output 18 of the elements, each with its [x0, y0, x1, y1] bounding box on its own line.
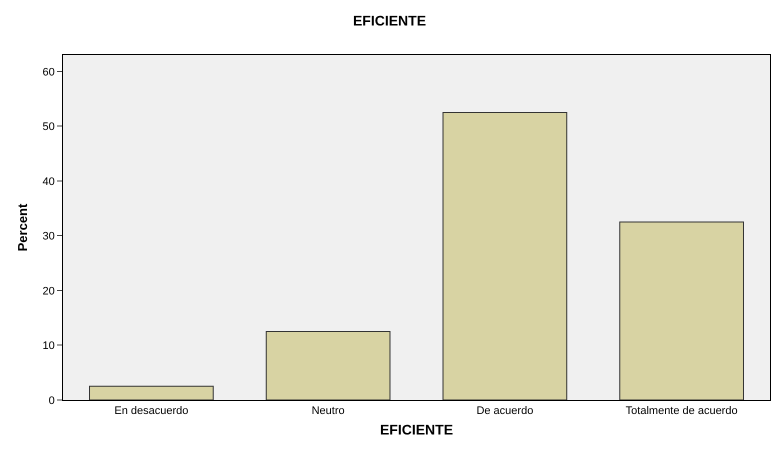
- x-tick-label: En desacuerdo: [114, 405, 188, 418]
- bar: [619, 222, 744, 400]
- x-tick-label: Neutro: [312, 405, 345, 418]
- y-tick-label: 20: [42, 285, 55, 298]
- y-tick-label: 40: [42, 176, 55, 188]
- y-tick-label: 60: [42, 66, 55, 78]
- y-axis-title: Percent: [15, 202, 30, 252]
- chart-title: EFICIENTE: [352, 12, 426, 29]
- bar: [266, 331, 390, 400]
- bar: [89, 386, 214, 400]
- y-tick-label: 50: [42, 121, 55, 134]
- bar: [442, 112, 568, 400]
- y-tick-label: 10: [42, 340, 55, 352]
- x-tick-label: Totalmente de acuerdo: [626, 405, 738, 418]
- x-tick-label: De acuerdo: [476, 405, 534, 418]
- x-axis-title: EFICIENTE: [380, 422, 454, 438]
- y-tick-label: 0: [48, 394, 55, 407]
- y-tick-label: 30: [42, 230, 55, 243]
